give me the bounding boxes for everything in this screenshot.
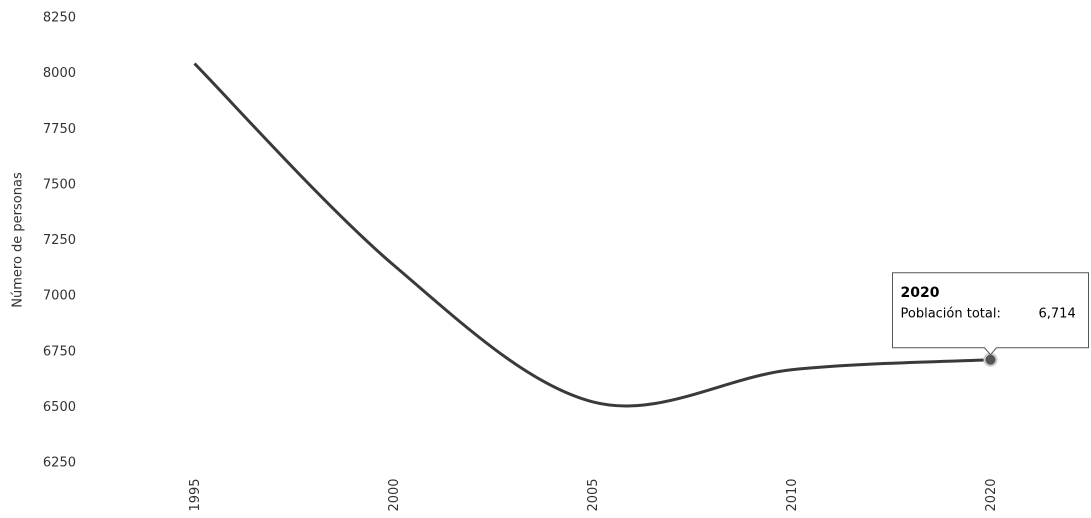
x-tick-label: 2010 bbox=[785, 478, 800, 511]
y-tick-label: 6250 bbox=[43, 456, 76, 471]
point-marker bbox=[983, 352, 998, 367]
y-tick-label: 8000 bbox=[43, 66, 76, 81]
x-tick-label: 2000 bbox=[387, 478, 402, 511]
x-tick-label: 2020 bbox=[984, 478, 999, 511]
y-tick-label: 7250 bbox=[43, 233, 76, 248]
y-tick-label: 6500 bbox=[43, 400, 76, 415]
y-tick-label: 7750 bbox=[43, 122, 76, 137]
tooltip: 2020 Población total: 6,714 bbox=[892, 272, 1089, 356]
tooltip-box bbox=[892, 272, 1089, 356]
y-tick-label: 6750 bbox=[43, 344, 76, 359]
tooltip-title: 2020 bbox=[901, 285, 940, 301]
y-tick-label: 8250 bbox=[43, 11, 76, 26]
y-tick-label: 7500 bbox=[43, 177, 76, 192]
x-tick-label: 2005 bbox=[586, 478, 601, 511]
y-tick-label: 7000 bbox=[43, 289, 76, 304]
x-tick-label: 1995 bbox=[188, 478, 203, 511]
y-axis-title: Número de personas bbox=[11, 172, 26, 308]
tooltip-value: 6,714 bbox=[1039, 306, 1076, 321]
tooltip-label: Población total: bbox=[901, 306, 1001, 321]
line-series bbox=[193, 62, 991, 408]
